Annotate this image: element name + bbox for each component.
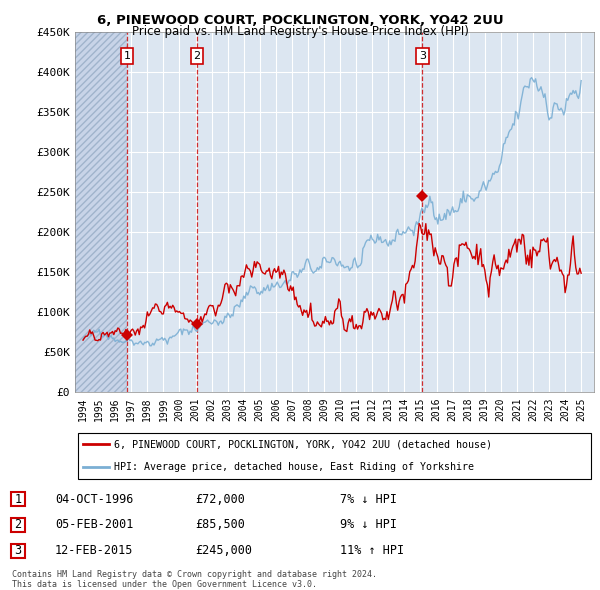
Text: 1: 1 [124,51,131,61]
Text: 3: 3 [419,51,426,61]
Text: Price paid vs. HM Land Registry's House Price Index (HPI): Price paid vs. HM Land Registry's House … [131,25,469,38]
Text: 11% ↑ HPI: 11% ↑ HPI [340,544,404,557]
Text: 3: 3 [14,544,22,557]
FancyBboxPatch shape [77,432,592,479]
Text: 1: 1 [14,493,22,506]
Text: 9% ↓ HPI: 9% ↓ HPI [340,519,397,532]
Text: 6, PINEWOOD COURT, POCKLINGTON, YORK, YO42 2UU: 6, PINEWOOD COURT, POCKLINGTON, YORK, YO… [97,14,503,27]
Text: 12-FEB-2015: 12-FEB-2015 [55,544,133,557]
Text: 2: 2 [193,51,200,61]
Text: 2: 2 [14,519,22,532]
FancyBboxPatch shape [11,518,25,532]
FancyBboxPatch shape [11,492,25,506]
Text: 7% ↓ HPI: 7% ↓ HPI [340,493,397,506]
Text: £245,000: £245,000 [195,544,252,557]
FancyBboxPatch shape [11,543,25,558]
Text: HPI: Average price, detached house, East Riding of Yorkshire: HPI: Average price, detached house, East… [114,463,474,473]
Text: Contains HM Land Registry data © Crown copyright and database right 2024.
This d: Contains HM Land Registry data © Crown c… [12,570,377,589]
Text: £85,500: £85,500 [195,519,245,532]
Bar [75,32,127,392]
Text: 6, PINEWOOD COURT, POCKLINGTON, YORK, YO42 2UU (detached house): 6, PINEWOOD COURT, POCKLINGTON, YORK, YO… [114,439,492,449]
Bar [75,32,127,392]
Text: 04-OCT-1996: 04-OCT-1996 [55,493,133,506]
Text: £72,000: £72,000 [195,493,245,506]
Text: 05-FEB-2001: 05-FEB-2001 [55,519,133,532]
